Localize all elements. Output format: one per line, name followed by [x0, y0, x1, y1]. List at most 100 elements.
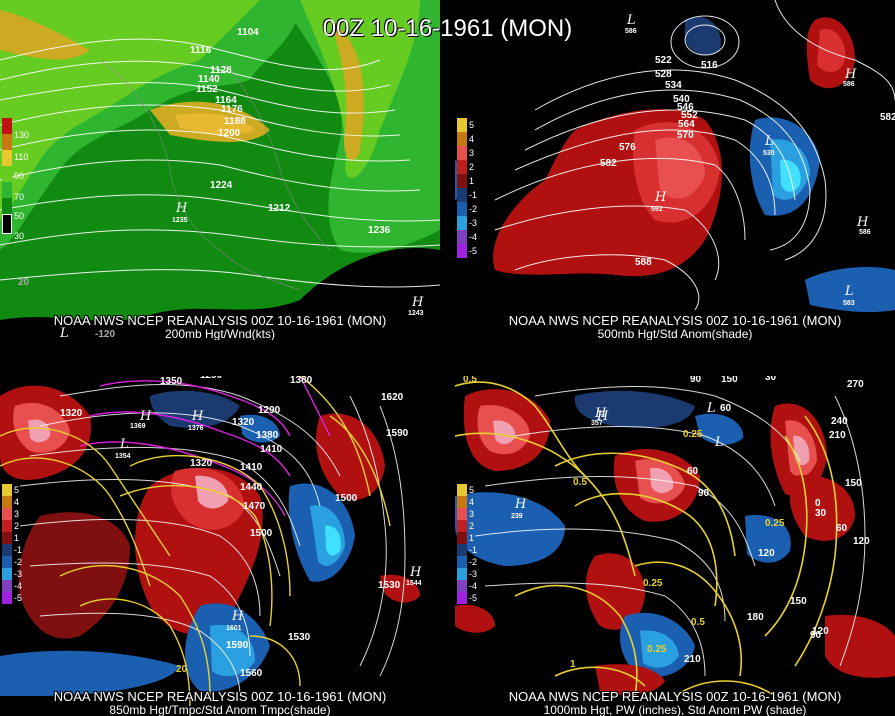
- svg-text:1620: 1620: [381, 392, 404, 403]
- legend-850mb-label: 1: [14, 533, 20, 543]
- svg-text:20: 20: [18, 277, 30, 288]
- svg-text:150: 150: [790, 596, 807, 607]
- panel-850mb-map: 1350 1290 1380 1290 1320 1290 1380 1410 …: [0, 376, 440, 716]
- svg-text:0.25: 0.25: [647, 644, 667, 655]
- svg-text:586: 586: [843, 81, 855, 88]
- svg-text:1530: 1530: [378, 580, 401, 591]
- svg-text:1440: 1440: [240, 482, 263, 493]
- panel-1000mb-caption: NOAA NWS NCEP REANALYSIS 00Z 10-16-1961 …: [508, 689, 842, 704]
- legend-850mb-label: -5: [14, 593, 23, 603]
- svg-text:1354: 1354: [115, 453, 131, 460]
- svg-text:H: H: [139, 409, 152, 424]
- svg-text:583: 583: [843, 300, 855, 307]
- svg-text:534: 534: [665, 80, 682, 91]
- svg-text:1380: 1380: [290, 376, 313, 386]
- svg-text:1200: 1200: [218, 128, 241, 139]
- svg-text:1500: 1500: [335, 493, 358, 504]
- legend-850mb-label: -1: [14, 545, 23, 555]
- legend-850mb-label: -2: [14, 557, 23, 567]
- svg-text:1290: 1290: [200, 376, 223, 381]
- svg-text:1376: 1376: [188, 425, 204, 432]
- svg-text:586: 586: [625, 28, 637, 35]
- height-contours: [474, 386, 866, 677]
- svg-text:1236: 1236: [368, 225, 391, 236]
- svg-text:150: 150: [845, 478, 862, 489]
- legend-500mb-label: 5: [469, 120, 475, 130]
- svg-text:1601: 1601: [226, 625, 242, 632]
- svg-text:1470: 1470: [243, 501, 266, 512]
- legend-500mb-label: 2: [469, 162, 475, 172]
- svg-text:H: H: [844, 67, 857, 82]
- svg-text:240: 240: [831, 416, 848, 427]
- legend-500mb: [457, 118, 467, 258]
- legend-500mb-label: -4: [469, 232, 478, 242]
- legend-500mb-label: 1: [469, 176, 475, 186]
- svg-text:239: 239: [511, 513, 523, 520]
- legend-200mb-label: 90: [14, 171, 25, 181]
- main-title: 00Z 10-16-1961 (MON): [322, 15, 573, 42]
- svg-text:1410: 1410: [260, 444, 283, 455]
- legend-200mb-label: 30: [14, 231, 25, 241]
- svg-text:1116: 1116: [190, 45, 212, 56]
- legend-1000mb-label: -2: [469, 557, 478, 567]
- panel-500mb-subtitle: 500mb Hgt/Std Anom(shade): [597, 327, 753, 340]
- legend-850mb-label: -4: [14, 581, 23, 591]
- svg-text:-120: -120: [95, 329, 115, 340]
- legend-850mb-label: 4: [14, 497, 20, 507]
- svg-text:1544: 1544: [406, 580, 422, 587]
- svg-text:30: 30: [815, 508, 827, 519]
- svg-text:H: H: [191, 409, 204, 424]
- svg-text:H: H: [175, 201, 188, 216]
- legend-1000mb-label: -4: [469, 581, 478, 591]
- svg-text:H: H: [411, 295, 424, 310]
- svg-text:1224: 1224: [210, 180, 233, 191]
- svg-text:120: 120: [758, 548, 775, 559]
- svg-text:90: 90: [810, 630, 822, 641]
- svg-text:1104: 1104: [237, 27, 259, 38]
- legend-500mb-label: 4: [469, 134, 475, 144]
- wind-90-region: [330, 20, 364, 161]
- svg-text:1176: 1176: [221, 104, 243, 115]
- panel-1000mb-map: 0.5 90 150 30 0.25 270 240 210 150 120 6…: [455, 376, 895, 716]
- svg-text:180: 180: [747, 612, 764, 623]
- coastlines: [99, 59, 331, 291]
- precipitable-water-contours: [455, 381, 838, 697]
- height-contours: [19, 383, 406, 697]
- legend-850mb-label: -3: [14, 569, 23, 579]
- legend-200mb-label: 70: [14, 192, 25, 202]
- svg-text:1243: 1243: [408, 310, 424, 317]
- svg-text:1212: 1212: [268, 203, 291, 214]
- svg-text:0: 0: [815, 498, 821, 509]
- svg-text:0.5: 0.5: [573, 477, 587, 488]
- svg-text:L: L: [714, 435, 724, 450]
- svg-text:0.25: 0.25: [643, 578, 663, 589]
- legend-1000mb-label: -3: [469, 569, 478, 579]
- svg-text:0.25: 0.25: [765, 518, 785, 529]
- svg-text:1128: 1128: [210, 65, 232, 76]
- legend-1000mb-label: 4: [469, 497, 475, 507]
- svg-text:120: 120: [812, 626, 829, 637]
- svg-text:357: 357: [591, 420, 603, 427]
- svg-text:1320: 1320: [60, 408, 83, 419]
- svg-text:1350: 1350: [160, 376, 183, 387]
- svg-text:1140: 1140: [198, 74, 220, 85]
- svg-text:1164: 1164: [215, 95, 237, 106]
- legend-1000mb-label: -5: [469, 593, 478, 603]
- svg-text:0.5: 0.5: [691, 617, 705, 628]
- legend-1000mb: [457, 484, 467, 604]
- legend-500mb-label: -3: [469, 218, 478, 228]
- svg-text:0.25: 0.25: [785, 376, 805, 377]
- svg-text:1152: 1152: [196, 84, 218, 95]
- svg-text:L: L: [119, 437, 129, 452]
- svg-text:516: 516: [701, 60, 718, 71]
- temperature-contours-cold: [79, 376, 331, 517]
- legend-850mb-label: 3: [14, 509, 20, 519]
- svg-text:1590: 1590: [386, 428, 409, 439]
- svg-text:1290: 1290: [300, 376, 323, 379]
- legend-850mb: [2, 484, 12, 604]
- svg-text:H: H: [594, 406, 607, 421]
- svg-text:592: 592: [651, 206, 663, 213]
- svg-text:1188: 1188: [224, 116, 246, 127]
- svg-text:60: 60: [836, 523, 848, 534]
